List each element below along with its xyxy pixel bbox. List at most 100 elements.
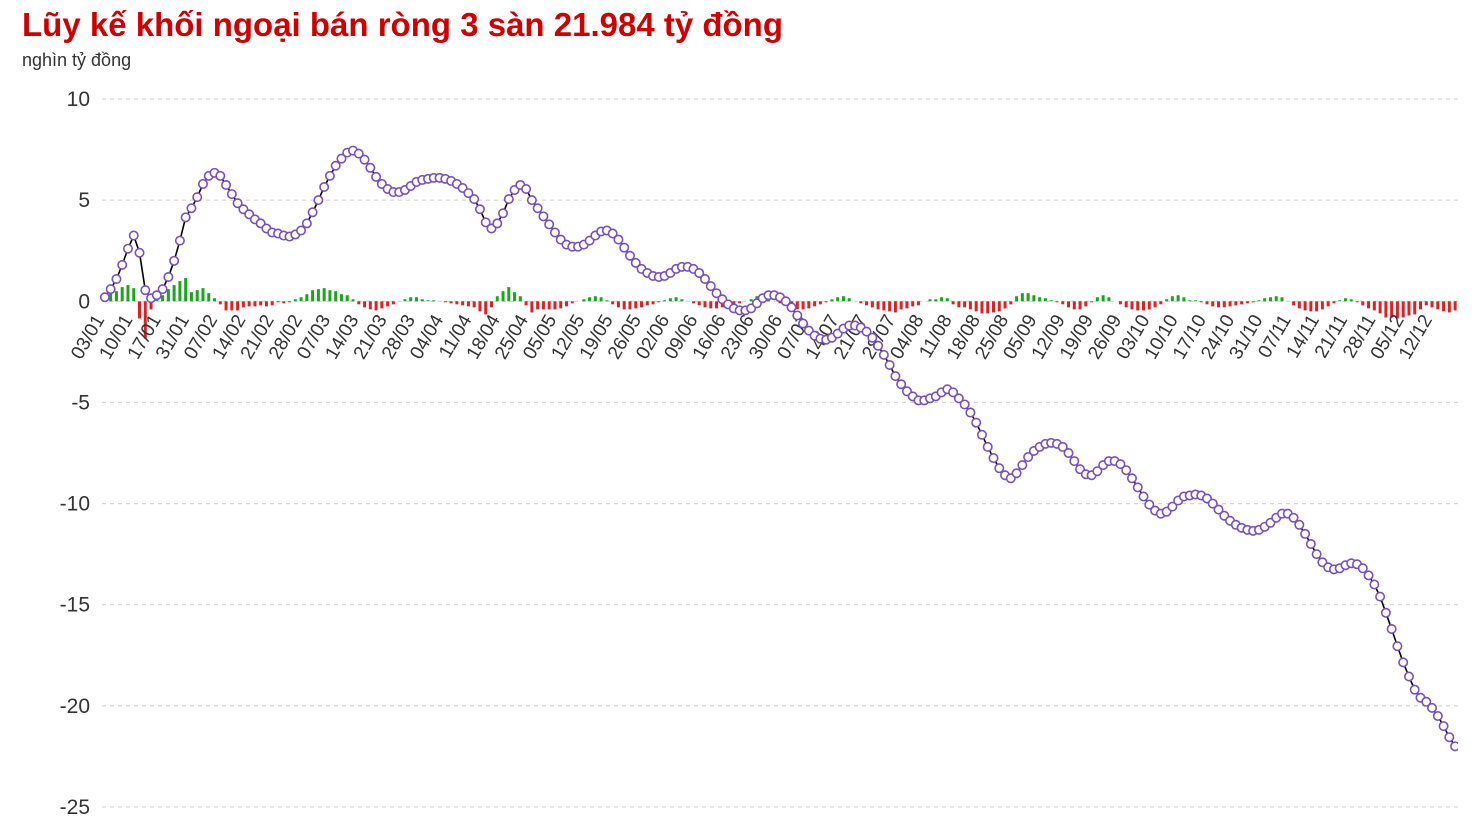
marker: [984, 443, 992, 451]
marker: [1370, 580, 1378, 588]
marker: [1312, 550, 1320, 558]
marker: [1405, 672, 1413, 680]
chart-plot-area: -25 -20 -15 -10 -5 0 5 10 03/0110/0117/0131/0107…: [22, 89, 1458, 827]
marker: [1387, 625, 1395, 633]
marker: [868, 333, 876, 341]
marker: [995, 464, 1003, 472]
marker: [891, 372, 899, 380]
marker: [1364, 571, 1372, 579]
y-tick-label: 0: [78, 290, 90, 313]
marker: [897, 380, 905, 388]
marker: [1018, 461, 1026, 469]
marker: [1128, 474, 1136, 482]
marker: [499, 209, 507, 217]
grid: -25 -20 -15 -10 -5 0 5 10: [60, 89, 1458, 819]
marker: [366, 164, 374, 172]
marker: [228, 190, 236, 198]
marker: [297, 226, 305, 234]
marker: [124, 244, 132, 252]
marker: [1451, 742, 1458, 750]
marker: [551, 228, 559, 236]
marker: [130, 231, 138, 239]
marker: [158, 285, 166, 293]
marker: [545, 220, 553, 228]
marker: [222, 181, 230, 189]
marker: [193, 193, 201, 201]
marker: [308, 208, 316, 216]
marker: [1376, 592, 1384, 600]
marker: [787, 303, 795, 311]
marker: [707, 282, 715, 290]
marker: [793, 311, 801, 319]
marker: [1393, 642, 1401, 650]
marker: [614, 235, 622, 243]
marker: [1122, 466, 1130, 474]
marker: [1411, 685, 1419, 693]
marker: [1134, 483, 1142, 491]
chart-subtitle: nghìn tỷ đồng: [22, 50, 1458, 71]
marker: [1070, 457, 1078, 465]
marker: [1445, 733, 1453, 741]
marker: [320, 183, 328, 191]
marker: [1382, 609, 1390, 617]
y-tick-label: -5: [71, 391, 90, 414]
marker: [1295, 521, 1303, 529]
marker: [476, 205, 484, 213]
y-tick-label: -20: [60, 695, 90, 718]
y-tick-label: 5: [78, 189, 90, 212]
cumulative-line: [105, 151, 1455, 747]
marker: [989, 454, 997, 462]
marker: [141, 286, 149, 294]
marker: [1399, 658, 1407, 666]
marker: [1301, 530, 1309, 538]
marker: [960, 400, 968, 408]
marker: [1439, 722, 1447, 730]
marker: [101, 293, 109, 301]
marker: [874, 342, 882, 350]
marker: [372, 173, 380, 181]
marker: [1307, 540, 1315, 548]
marker: [314, 196, 322, 204]
marker: [331, 161, 339, 169]
marker: [626, 252, 634, 260]
marker: [972, 418, 980, 426]
marker: [620, 243, 628, 251]
marker: [112, 275, 120, 283]
marker: [199, 180, 207, 188]
marker: [528, 196, 536, 204]
marker: [493, 219, 501, 227]
marker: [522, 185, 530, 193]
chart-title: Lũy kế khối ngoại bán ròng 3 sàn 21.984 …: [22, 6, 1458, 44]
marker: [1139, 492, 1147, 500]
marker: [539, 212, 547, 220]
cumulative-markers: [101, 146, 1458, 750]
marker: [164, 273, 172, 281]
chart-svg: -25 -20 -15 -10 -5 0 5 10 03/0110/0117/0131/0107…: [22, 89, 1458, 827]
y-tick-label: -15: [60, 594, 90, 617]
marker: [701, 275, 709, 283]
marker: [170, 257, 178, 265]
marker: [1012, 469, 1020, 477]
y-tick-label: -25: [60, 796, 90, 819]
marker: [106, 285, 114, 293]
marker: [1064, 449, 1072, 457]
marker: [181, 213, 189, 221]
marker: [470, 195, 478, 203]
marker: [360, 155, 368, 163]
marker: [1359, 564, 1367, 572]
x-axis-labels: 03/0110/0117/0131/0107/0214/0221/0228/02…: [67, 311, 1437, 363]
marker: [326, 172, 334, 180]
marker: [1428, 704, 1436, 712]
marker: [978, 431, 986, 439]
marker: [118, 261, 126, 269]
marker: [885, 361, 893, 369]
marker: [303, 219, 311, 227]
marker: [176, 236, 184, 244]
marker: [1434, 712, 1442, 720]
y-tick-label: 10: [67, 89, 90, 111]
y-tick-label: -10: [60, 493, 90, 516]
marker: [187, 204, 195, 212]
marker: [1289, 513, 1297, 521]
marker: [505, 195, 513, 203]
marker: [135, 248, 143, 256]
